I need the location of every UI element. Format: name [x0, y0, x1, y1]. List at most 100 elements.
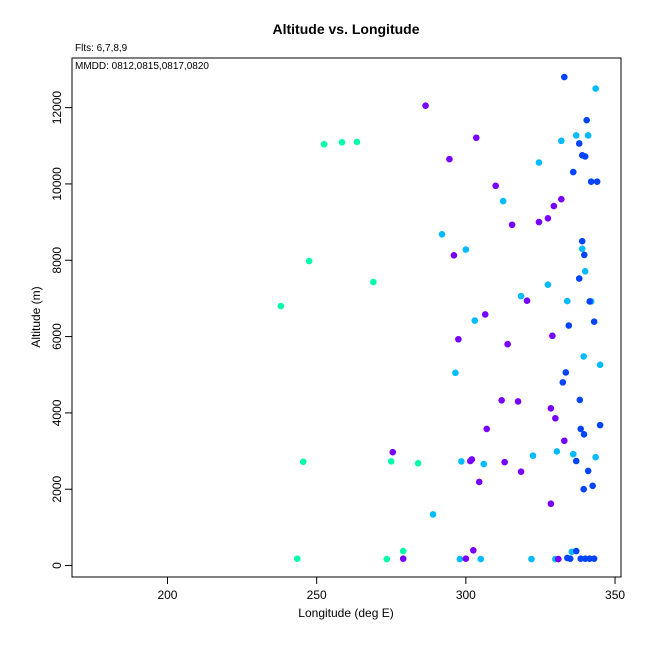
data-point-series-3: [593, 178, 601, 185]
data-point-series-2: [480, 460, 488, 468]
data-point-series-3: [589, 482, 596, 490]
data-point-series-3: [581, 251, 588, 259]
data-point-series-4: [517, 468, 525, 475]
x-tick-label: 300: [456, 588, 476, 602]
data-point-series-3: [586, 298, 593, 305]
data-point-series-2: [544, 281, 552, 288]
data-point-series-4: [558, 195, 565, 203]
data-point-series-4: [561, 437, 568, 445]
data-point-series-1: [399, 547, 407, 555]
x-axis: 200 250 300 350: [157, 577, 625, 602]
data-point-series-3: [583, 116, 590, 124]
data-point-series-2: [584, 132, 592, 139]
data-point-series-4: [552, 414, 559, 422]
data-point-series-1: [277, 302, 285, 310]
data-points: [277, 73, 604, 563]
data-point-series-2: [528, 555, 535, 563]
data-point-series-4: [470, 546, 477, 554]
data-point-series-1: [414, 459, 422, 467]
data-point-series-4: [492, 182, 499, 190]
data-point-series-4: [450, 251, 458, 259]
data-point-series-2: [438, 231, 446, 238]
data-point-series-3: [581, 153, 589, 160]
data-point-series-4: [468, 456, 476, 463]
data-point-series-4: [514, 398, 522, 405]
data-point-series-3: [590, 318, 598, 325]
y-tick-label: 4000: [50, 399, 64, 426]
data-point-series-1: [387, 458, 395, 465]
data-point-series-4: [547, 500, 555, 508]
y-tick-label: 10000: [50, 167, 64, 201]
y-axis-label: Altitude (m): [29, 286, 43, 347]
data-point-series-2: [456, 555, 464, 563]
data-point-series-4: [483, 425, 491, 433]
data-point-series-3: [576, 396, 584, 404]
data-point-series-4: [399, 555, 407, 562]
chart-title: Altitude vs. Longitude: [273, 21, 420, 37]
plot-frame: [71, 57, 622, 578]
data-point-series-1: [338, 139, 346, 146]
data-point-series-4: [462, 555, 470, 562]
y-tick-label: 8000: [50, 247, 64, 274]
data-point-series-1: [370, 278, 377, 286]
data-point-series-3: [580, 430, 588, 438]
data-point-series-2: [596, 361, 604, 369]
dates-annotation: MMDD: 0812,0815,0817,0820: [75, 61, 209, 72]
data-point-series-4: [498, 397, 505, 404]
data-point-series-2: [452, 369, 459, 377]
data-point-series-2: [535, 159, 543, 166]
data-point-series-2: [569, 450, 577, 458]
data-point-series-4: [508, 221, 516, 229]
data-point-series-2: [471, 317, 479, 324]
data-point-series-3: [572, 457, 580, 465]
data-point-series-1: [353, 138, 361, 146]
data-point-series-2: [558, 137, 565, 145]
data-point-series-4: [472, 134, 480, 142]
data-point-series-4: [535, 218, 543, 226]
data-point-series-2: [592, 453, 599, 461]
data-point-series-2: [529, 452, 537, 459]
data-point-series-2: [477, 555, 485, 563]
data-point-series-4: [504, 340, 511, 348]
data-point-series-4: [481, 311, 489, 318]
data-point-series-3: [566, 555, 574, 562]
data-point-series-4: [550, 202, 558, 210]
data-point-series-2: [517, 292, 525, 300]
y-tick-label: 6000: [50, 323, 64, 350]
data-point-series-1: [305, 257, 313, 265]
data-point-series-4: [555, 555, 562, 563]
data-point-series-4: [446, 155, 453, 163]
x-tick-label: 200: [157, 588, 177, 602]
data-point-series-3: [569, 168, 577, 176]
y-tick-label: 12000: [50, 91, 64, 125]
x-axis-label: Longitude (deg E): [298, 606, 393, 620]
data-point-series-3: [590, 555, 598, 562]
data-point-series-4: [475, 478, 483, 486]
data-point-series-2: [429, 511, 437, 518]
data-point-series-3: [575, 140, 583, 147]
data-point-series-3: [575, 275, 583, 282]
data-point-series-2: [592, 85, 599, 92]
data-point-series-2: [553, 448, 561, 455]
data-point-series-3: [559, 379, 567, 386]
data-point-series-3: [565, 322, 573, 329]
data-point-series-4: [501, 458, 508, 466]
data-point-series-2: [462, 246, 470, 253]
data-point-series-2: [580, 353, 588, 360]
data-point-series-1: [320, 140, 328, 148]
x-tick-label: 350: [605, 588, 625, 602]
data-point-series-3: [578, 237, 586, 245]
data-point-series-1: [293, 555, 301, 562]
data-point-series-2: [581, 268, 589, 275]
data-point-series-2: [563, 297, 571, 305]
y-tick-label: 0: [50, 562, 64, 569]
data-point-series-3: [587, 178, 595, 185]
data-point-series-3: [584, 467, 592, 475]
data-point-series-2: [572, 132, 580, 139]
y-tick-label: 2000: [50, 476, 64, 503]
y-axis: 0 2000 4000 6000 8000 10000 12000: [50, 91, 72, 569]
data-point-series-3: [577, 425, 585, 433]
data-point-series-3: [580, 485, 588, 493]
x-tick-label: 250: [307, 588, 327, 602]
flights-annotation: Flts: 6,7,8,9: [75, 43, 128, 54]
